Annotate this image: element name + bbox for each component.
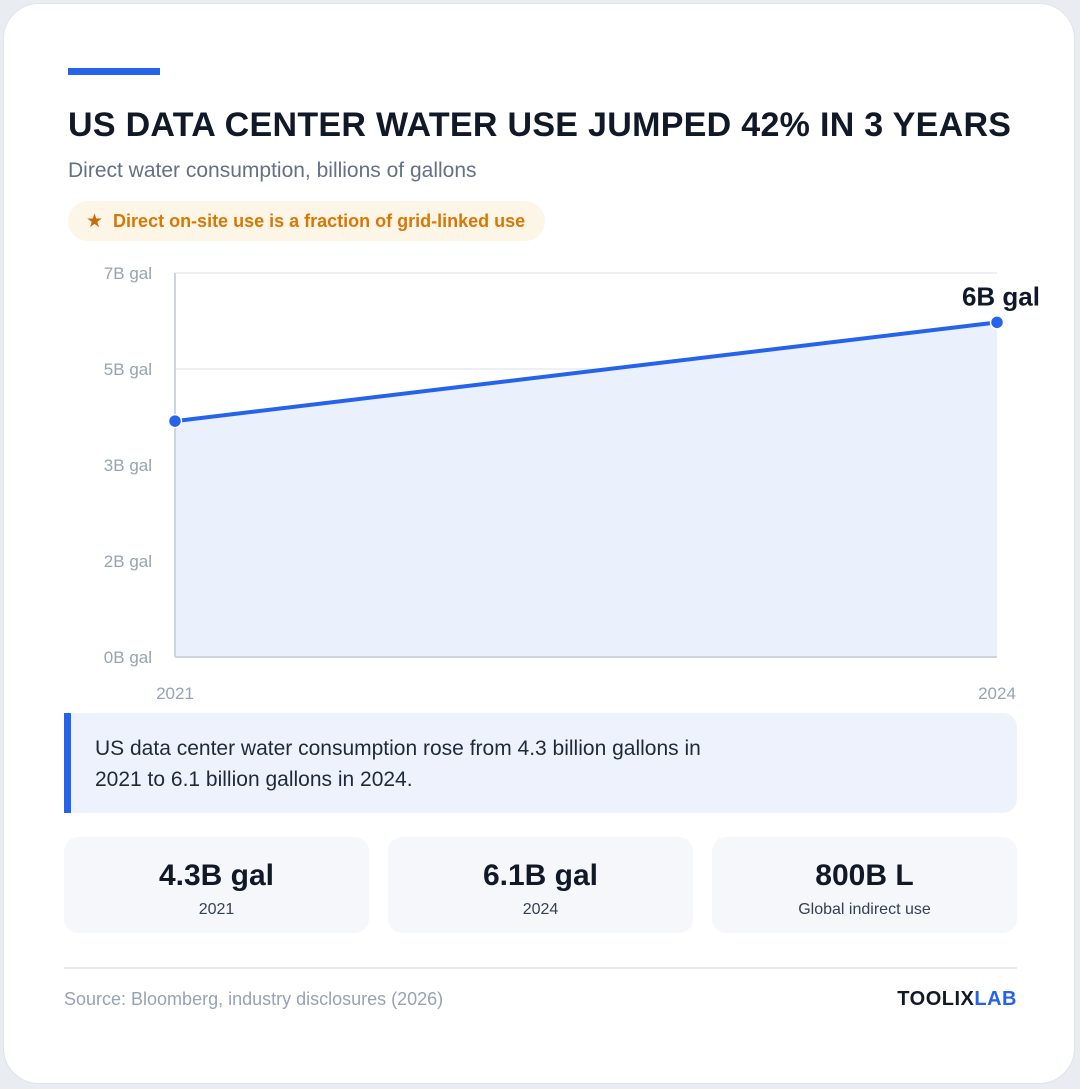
brand-primary: TOOLIX [897,988,975,1010]
star-icon: ★ [86,210,104,232]
stat-value: 6.1B gal [482,859,599,892]
page-title: US DATA CENTER WATER USE JUMPED 42% IN 3… [68,106,1012,144]
y-tick-label: 2B gal [104,552,152,571]
area-chart: 0B gal 2B gal 3B gal 5B gal 7B gal 2021 2024 6B… [104,264,1040,703]
callout-badge: ★ Direct on-site use is a fraction of gr… [68,201,546,241]
source-note: Source: Bloomberg, industry disclosures … [64,989,444,1009]
stat-card-global: 800B L Global indirect use [712,837,1017,933]
page-subtitle: Direct water consumption, billions of ga… [68,159,477,182]
stat-card-2021: 4.3B gal 2021 [64,837,369,933]
stat-value: 4.3B gal [158,859,275,892]
stat-label: 2021 [198,901,235,918]
y-tick-label: 0B gal [104,648,152,667]
x-tick-label: 2021 [156,684,194,703]
series-line [173,320,999,424]
stat-label: Global indirect use [798,901,931,918]
stat-label: 2024 [522,901,559,918]
footer-divider [64,967,1017,969]
accent-bar [68,68,160,75]
y-tick-label: 5B gal [104,360,152,379]
data-point [167,413,183,429]
area-fill [175,322,997,657]
callout-text: Direct on-site use is a fraction of grid… [113,210,526,231]
y-tick-label: 7B gal [104,264,152,283]
summary-box: US data center water consumption rose fr… [64,713,1017,813]
stat-value: 800B L [815,859,914,892]
brand-accent: LAB [974,988,1017,1010]
x-tick-label: 2024 [978,684,1016,703]
data-point [989,315,1005,330]
end-value-label: 6B gal [962,281,1040,311]
summary-text: US data center water consumption rose fr… [95,737,701,791]
y-tick-label: 3B gal [104,456,152,475]
brand-logo: TOOLIXLAB [897,988,1017,1011]
stat-card-2024: 6.1B gal 2024 [388,837,693,933]
